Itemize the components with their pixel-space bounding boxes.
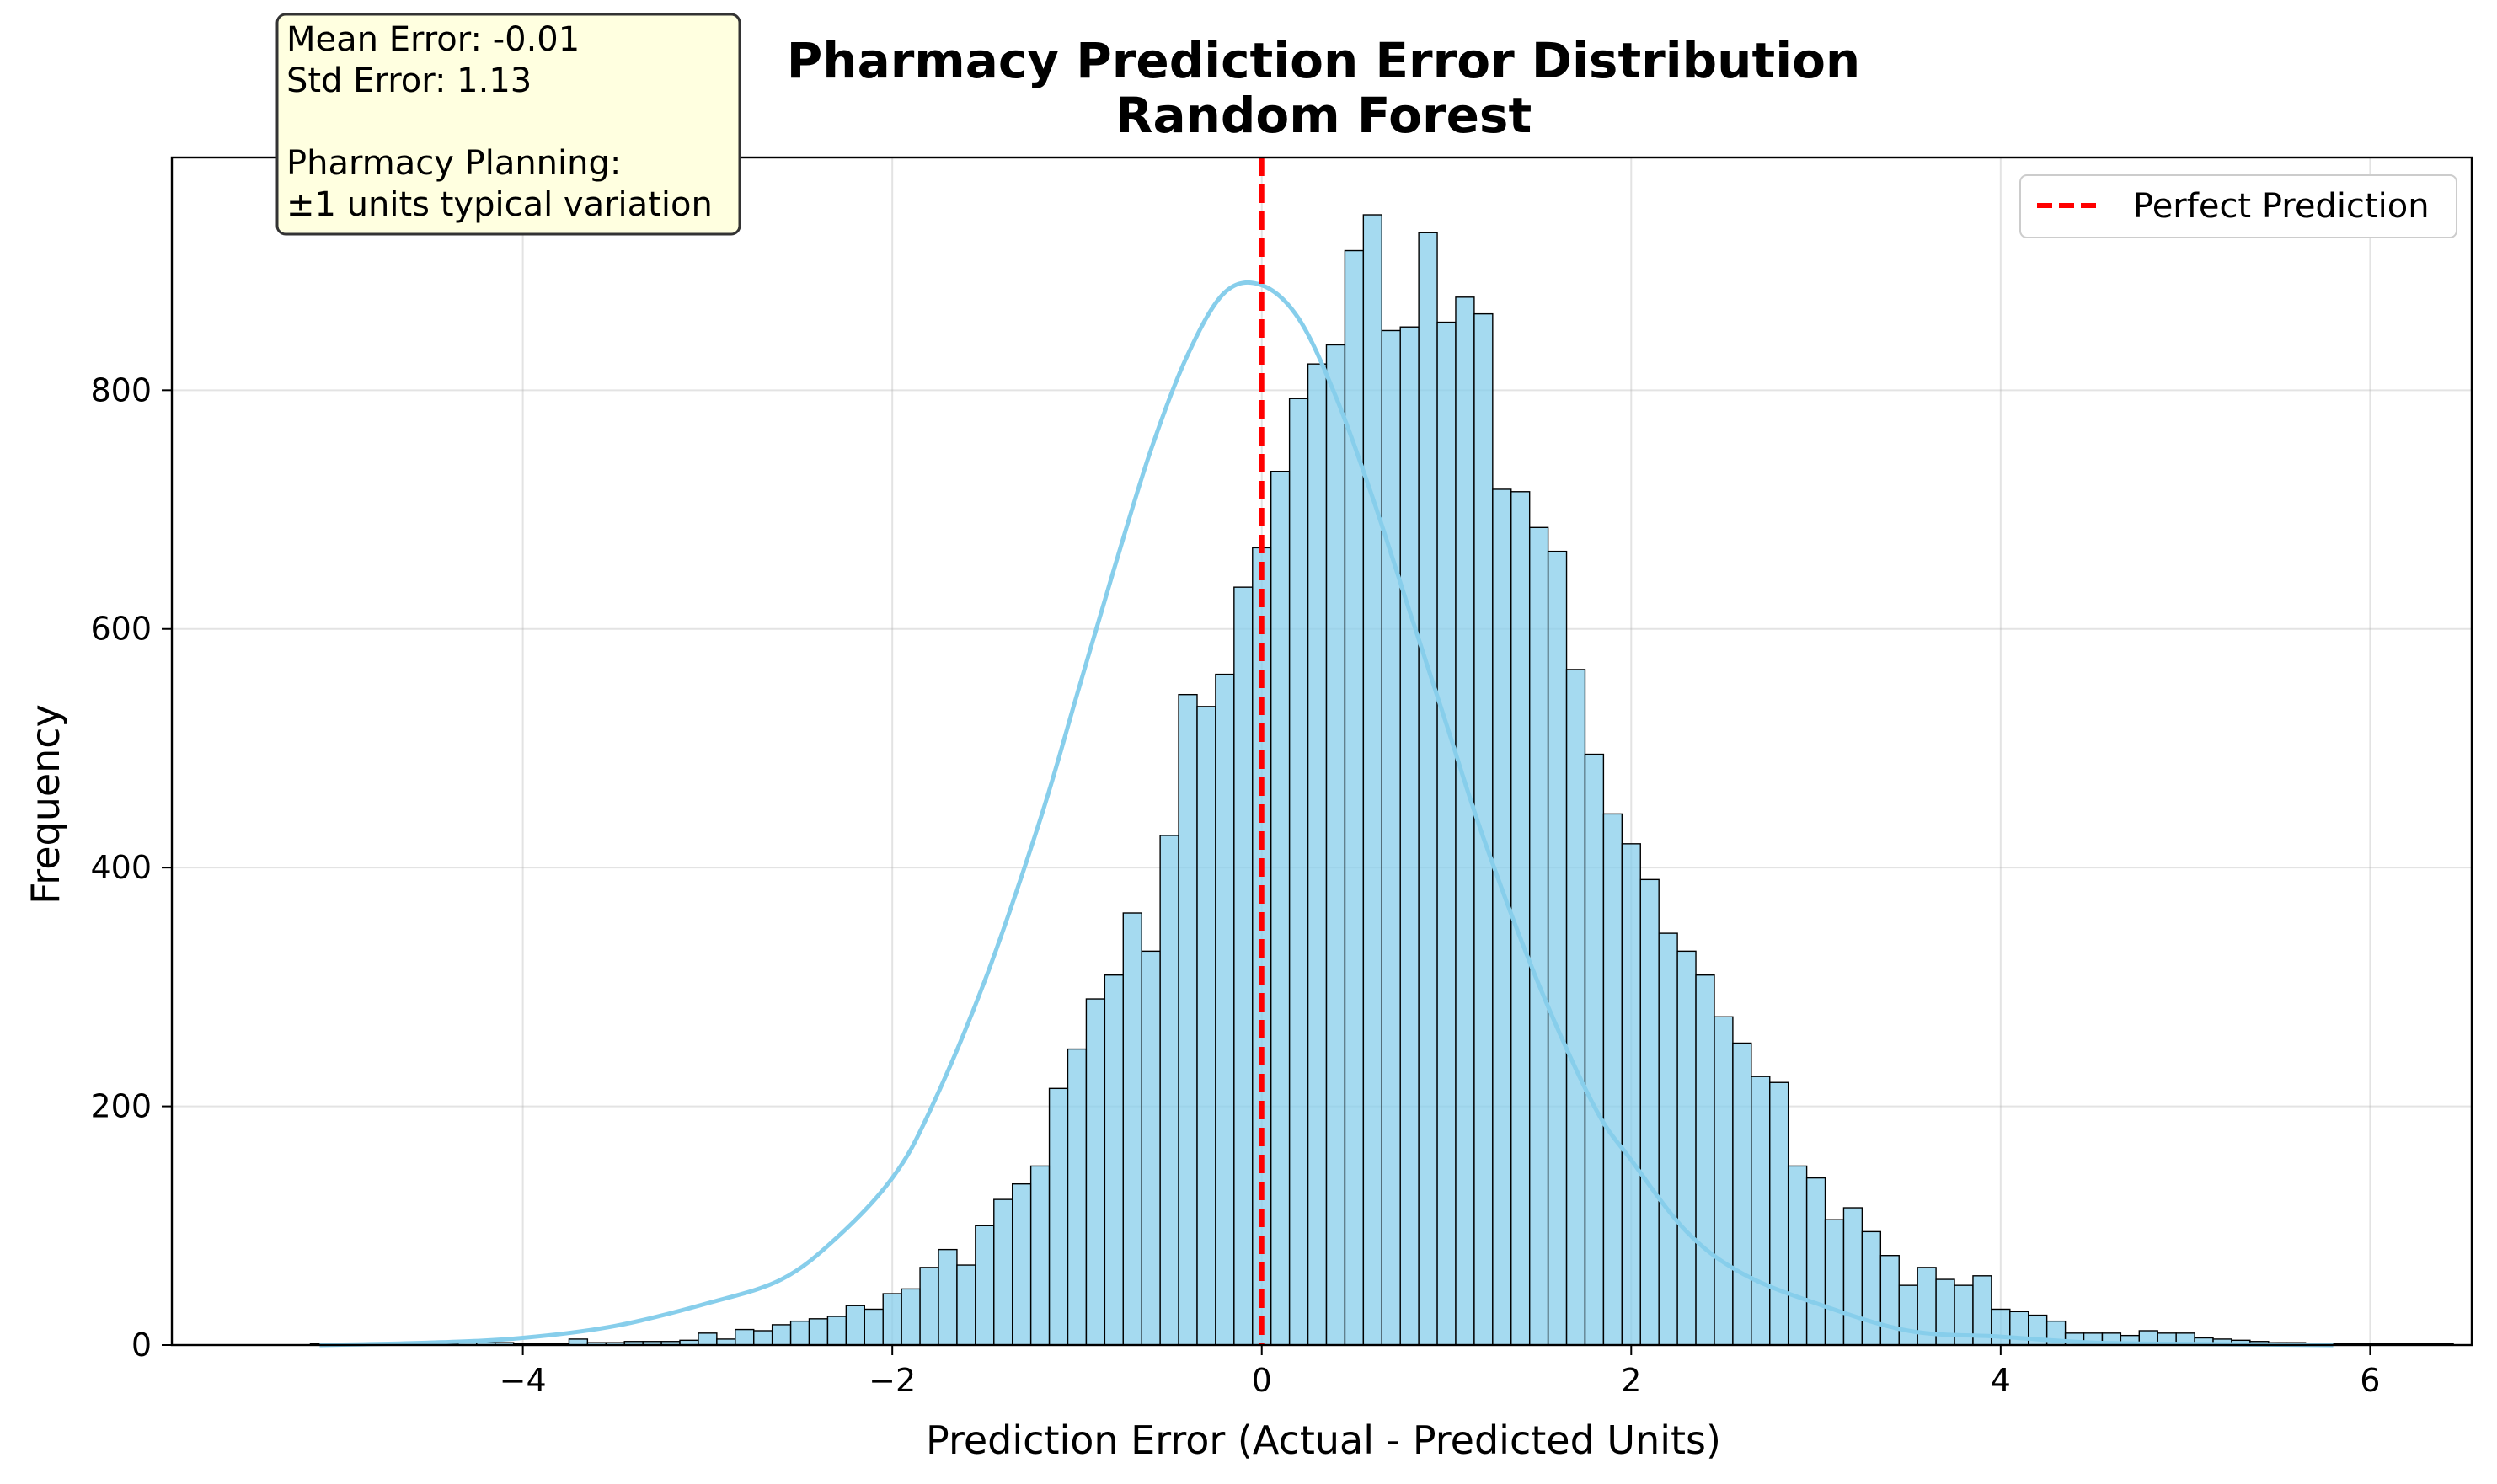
- histogram-bar: [1621, 843, 1641, 1346]
- histogram-bar: [735, 1328, 755, 1346]
- histogram-bar: [1714, 1016, 1734, 1346]
- y-tick-label: 200: [90, 1088, 152, 1125]
- histogram-bar: [1861, 1230, 1882, 1346]
- histogram-bar: [1787, 1165, 1808, 1346]
- histogram-bar: [1067, 1048, 1088, 1346]
- histogram-bar: [1362, 214, 1382, 1346]
- y-axis-ticks: 0 200 400 600 800: [90, 371, 172, 1364]
- histogram-bar: [1879, 1255, 1900, 1346]
- histogram-bar: [1676, 950, 1697, 1346]
- histogram-bar: [1455, 296, 1475, 1346]
- histogram-bar: [1085, 998, 1106, 1346]
- plot-frame: [170, 156, 2473, 1347]
- histogram-bar: [1436, 321, 1457, 1346]
- histogram-bar: [1658, 932, 1678, 1346]
- x-tick-label: 4: [1991, 1362, 2011, 1399]
- chart-title: Pharmacy Prediction Error Distribution: [787, 32, 1860, 89]
- histogram-bar: [901, 1288, 921, 1346]
- histogram-bar: [1344, 249, 1365, 1346]
- histogram-bar: [1141, 950, 1161, 1346]
- kde-curve: [319, 280, 2334, 1348]
- histogram-bar: [1196, 706, 1216, 1346]
- histogram-bar: [975, 1225, 995, 1346]
- x-tick-label: −4: [500, 1362, 547, 1399]
- histogram-bar: [1732, 1042, 1752, 1346]
- histogram-bar: [1215, 673, 1235, 1346]
- histogram-bar: [1805, 1177, 1826, 1346]
- annotation-background: [275, 13, 741, 236]
- histogram-bar: [1270, 470, 1291, 1346]
- annotation-line-planning: Pharmacy Planning:: [286, 144, 621, 183]
- histogram-bar: [753, 1330, 773, 1346]
- histogram-bar: [826, 1316, 847, 1346]
- y-tick-label: 0: [131, 1327, 152, 1364]
- histogram-bar: [993, 1198, 1013, 1346]
- x-tick-label: 6: [2360, 1362, 2380, 1399]
- histogram-bar: [1492, 488, 1512, 1346]
- histogram-bar: [1991, 1308, 2011, 1346]
- histogram-bar: [1325, 344, 1346, 1346]
- histogram-bar: [919, 1267, 939, 1346]
- histogram-bar: [1769, 1081, 1789, 1346]
- x-axis-label: Prediction Error (Actual - Predicted Uni…: [926, 1417, 1721, 1463]
- histogram-bar: [789, 1320, 810, 1346]
- histogram-bar: [1695, 974, 1715, 1346]
- histogram-bar: [1012, 1182, 1032, 1346]
- histogram-bar: [1824, 1219, 1845, 1346]
- histogram-bar: [938, 1248, 958, 1346]
- y-tick-label: 400: [90, 849, 152, 886]
- histogram-bar: [1381, 329, 1401, 1346]
- x-tick-label: 2: [1621, 1362, 1641, 1399]
- histogram-bar: [1602, 813, 1623, 1346]
- x-tick-label: −2: [869, 1362, 916, 1399]
- histogram-bar: [882, 1293, 902, 1346]
- chart-subtitle: Random Forest: [1115, 87, 1532, 144]
- histogram-bar: [1639, 878, 1660, 1346]
- annotation-line-std: Std Error: 1.13: [286, 61, 532, 100]
- histogram-bar: [864, 1308, 884, 1346]
- histogram-bar: [1307, 363, 1328, 1346]
- histogram-bar: [1418, 232, 1438, 1346]
- histogram-bar: [1288, 398, 1309, 1346]
- histogram-bar: [1122, 912, 1142, 1346]
- histogram-bar: [1547, 550, 1568, 1346]
- histogram-bar: [1233, 586, 1254, 1346]
- histogram-bar: [1159, 835, 1179, 1346]
- legend-box: [2019, 174, 2457, 238]
- histogram-bar: [1399, 326, 1420, 1346]
- histogram-bar: [1029, 1165, 1051, 1346]
- histogram-bar: [808, 1318, 829, 1346]
- histogram-bar: [956, 1264, 976, 1346]
- annotation-line-variation: ±1 units typical variation: [286, 185, 713, 224]
- histogram-bar: [1898, 1284, 1918, 1346]
- y-tick-label: 600: [90, 611, 152, 648]
- histogram-bar: [698, 1332, 718, 1346]
- legend: Perfect Prediction: [2019, 174, 2457, 238]
- x-axis-ticks: −4 −2 0 2 4 6: [500, 1345, 2380, 1399]
- histogram-bar: [1104, 974, 1124, 1346]
- y-axis-label: Frequency: [23, 704, 68, 905]
- kde-curve-group: [319, 280, 2334, 1348]
- stats-annotation-box: Mean Error: -0.01 Std Error: 1.13 Pharma…: [275, 13, 741, 236]
- x-tick-label: 0: [1252, 1362, 1272, 1399]
- annotation-line-mean: Mean Error: -0.01: [286, 20, 580, 59]
- histogram-bar: [1473, 312, 1494, 1346]
- histogram-bar: [1584, 753, 1605, 1346]
- y-tick-label: 800: [90, 371, 152, 408]
- histogram-bar: [1048, 1087, 1069, 1346]
- legend-entry-perfect-prediction: Perfect Prediction: [2133, 187, 2430, 226]
- histogram-bar: [1842, 1207, 1863, 1346]
- histogram-bar: [1565, 669, 1586, 1346]
- histogram-bar: [1751, 1076, 1771, 1346]
- histogram-bar: [845, 1305, 865, 1346]
- histogram-bar: [1178, 693, 1198, 1346]
- histogram-bar: [771, 1324, 792, 1346]
- histogram-bar: [1528, 526, 1549, 1346]
